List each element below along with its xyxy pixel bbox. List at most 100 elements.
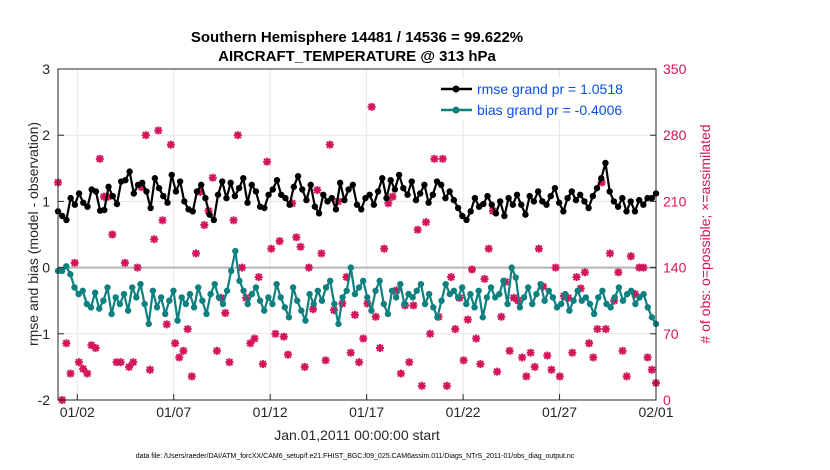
obs-count-marker [154, 126, 163, 135]
bias-point [310, 300, 317, 308]
rmse-point [219, 178, 226, 185]
bias-point [116, 300, 124, 308]
bias-point [170, 287, 177, 294]
obs-count-marker [70, 258, 79, 267]
rmse-point [197, 181, 205, 189]
rmse-point [193, 188, 201, 195]
bias-point [178, 294, 185, 301]
plot-frame [57, 68, 657, 401]
rmse-point [467, 208, 474, 215]
obs-count-marker [296, 242, 305, 251]
bias-point [388, 287, 396, 294]
rmse-point [261, 204, 268, 212]
rmse-point [471, 194, 479, 202]
obs-count-marker [639, 263, 648, 272]
obs-count-marker [300, 362, 309, 371]
rmse-point [341, 196, 348, 204]
obs-count-marker [484, 244, 493, 253]
obs-count-marker [497, 312, 506, 321]
x-axis: 01/02 01/07 01/12 01/17 01/22 01/27 02/01 [60, 394, 674, 420]
bias-point [335, 320, 342, 328]
bias-point [376, 277, 383, 285]
obs-count-marker [233, 131, 242, 140]
bias-point [71, 284, 78, 291]
rmse-point [484, 192, 491, 200]
rmse-point [231, 192, 239, 200]
obs-count-marker [183, 325, 192, 334]
bias-point [364, 294, 371, 301]
bias-point [211, 280, 218, 288]
obs-count-marker [171, 339, 180, 348]
rmse-point [252, 188, 260, 195]
rmse-point [446, 188, 453, 195]
obs-count-marker [405, 358, 414, 367]
bias-point [545, 287, 552, 294]
bias-point [351, 290, 359, 298]
rmse-point [349, 181, 356, 189]
bias-point [244, 300, 251, 308]
bias-point [347, 264, 355, 271]
bias-point [644, 304, 651, 311]
rmse-point [189, 208, 196, 215]
legend-bias-label: bias grand pr = -0.4006 [477, 102, 622, 118]
bias-point [541, 297, 548, 304]
bias-point [281, 304, 289, 311]
bias-point [417, 280, 425, 288]
obs-count-marker [417, 381, 426, 390]
rmse-point [581, 198, 588, 205]
rmse-point [235, 184, 243, 192]
bias-point [162, 310, 169, 318]
rmse-point [421, 181, 428, 189]
legend-rmse-marker [452, 85, 460, 93]
rmse-point [480, 200, 487, 208]
rmse-point [564, 194, 571, 202]
rmse-point [282, 194, 289, 202]
left-tick-label: 2 [42, 127, 50, 143]
bias-point [549, 294, 557, 301]
x-axis-label: Jan.01,2011 00:00:00 start [274, 427, 440, 443]
y-axis-label-right: # of obs: o=possible; ×=assimilated [697, 124, 713, 343]
y-axis-label-left: rmse and bias (model - observation) [25, 122, 41, 346]
obs-count-marker [580, 268, 589, 277]
bias-point [63, 263, 70, 270]
right-tick-label: 350 [663, 61, 687, 77]
bias-point [269, 300, 276, 308]
obs-count-marker [175, 353, 184, 362]
obs-count-marker [129, 358, 138, 367]
bias-point [471, 304, 478, 311]
bias-point [236, 277, 243, 285]
bias-point [438, 297, 445, 304]
bias-point [496, 290, 503, 298]
obs-count-marker [91, 343, 100, 352]
obs-count-marker [614, 268, 623, 277]
rmse-point [442, 194, 449, 202]
obs-count-marker [493, 367, 502, 376]
rmse-point [627, 198, 634, 205]
x-tick-label: 02/01 [638, 404, 673, 420]
rmse-point [530, 198, 538, 205]
bias-point [619, 297, 627, 304]
obs-count-marker [480, 274, 489, 283]
obs-count-marker [325, 140, 334, 149]
bias-point [475, 287, 482, 294]
left-tick-label: 1 [42, 193, 50, 209]
rmse-point [576, 191, 584, 198]
obs-count-marker [229, 216, 238, 225]
obs-count-marker [442, 381, 451, 390]
bias-point [430, 304, 437, 311]
right-tick-label: 210 [663, 193, 687, 209]
bias-point [640, 290, 647, 298]
bias-point [248, 290, 256, 298]
x-tick-label: 01/02 [60, 404, 95, 420]
obs-count-marker [585, 339, 594, 348]
footer-data-file: data file: /Users/raeder/DAI/ATM_forcXX/… [136, 453, 575, 460]
bias-point [628, 287, 635, 294]
bias-point [458, 284, 466, 291]
rmse-point [311, 203, 319, 210]
bias-point [223, 287, 231, 294]
legend-box [436, 78, 652, 120]
bias-point [314, 287, 322, 294]
left-tick-label: -2 [38, 392, 51, 408]
legend: rmse grand pr = 1.0518 bias grand pr = -… [436, 78, 652, 120]
rmse-point [463, 216, 470, 224]
